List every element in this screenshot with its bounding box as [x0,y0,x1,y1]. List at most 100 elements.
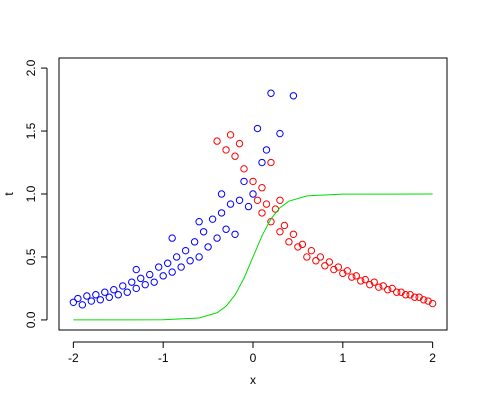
point [159,272,167,280]
point [316,253,325,261]
point [78,301,87,309]
point [105,293,113,301]
point [419,296,428,304]
point [388,284,396,293]
y-tick-label: 2.0 [24,59,38,76]
point [289,230,298,238]
point [74,294,82,303]
point [163,259,172,267]
point [222,146,230,154]
point [226,131,235,139]
point [267,158,275,167]
point [280,221,289,230]
point [226,200,235,208]
point [114,291,122,299]
point [298,240,307,249]
point [168,268,176,276]
point [154,263,163,271]
point [172,253,181,261]
point [87,297,96,305]
point [195,218,203,226]
point [146,270,154,279]
point [123,288,131,296]
point [258,209,266,217]
point [235,139,244,148]
point [190,238,199,246]
y-tick-label: 1.0 [24,185,38,202]
point [204,243,212,251]
point [375,283,383,291]
point [262,200,271,208]
point [208,215,217,223]
point [132,265,140,274]
y-tick-label: 0.0 [24,311,38,328]
point [253,196,262,204]
point [195,253,203,261]
x-axis-label: x [250,373,256,387]
point [357,277,365,285]
point [276,228,284,236]
x-tick-label: -1 [158,351,169,365]
point [262,146,271,154]
point [181,246,190,255]
point [119,282,127,290]
point [213,137,221,145]
point [177,263,185,271]
point [240,165,248,173]
x-tick-label: 0 [250,351,257,365]
point [235,196,244,204]
point [258,158,266,167]
point [101,288,109,296]
point [361,275,369,284]
point [334,263,343,271]
x-tick-label: 2 [429,351,436,365]
point [240,177,248,186]
point [384,286,392,294]
point [69,298,78,306]
point [222,225,230,233]
point [343,267,352,275]
point [352,272,360,280]
point [137,274,145,283]
point [132,284,140,293]
point [325,258,334,266]
point [258,184,266,192]
point [244,202,253,211]
point [253,124,262,133]
point [267,89,275,97]
x-tick-label: 1 [339,351,346,365]
point [150,278,158,286]
point [92,291,100,299]
point [285,238,293,246]
point [303,253,311,261]
point [249,190,257,198]
curve [73,193,433,321]
point [231,230,239,238]
point [410,293,419,301]
point [213,234,221,242]
point [276,196,284,204]
x-tick-label: -2 [68,351,79,365]
point [168,234,176,242]
point [128,278,136,286]
point [141,280,149,289]
point [199,228,208,236]
point [249,177,257,186]
point [312,257,320,265]
point [370,278,378,286]
y-tick-label: 0.5 [24,248,38,265]
point [83,292,91,300]
point [271,205,280,213]
point [307,246,316,255]
point [276,129,284,138]
plot-frame [58,57,448,331]
y-axis-label: t [2,192,16,196]
y-tick-label: 1.5 [24,122,38,139]
point [217,209,226,217]
point [393,288,401,296]
point [96,296,105,304]
point [110,286,118,294]
point [321,262,329,270]
point [289,92,298,100]
